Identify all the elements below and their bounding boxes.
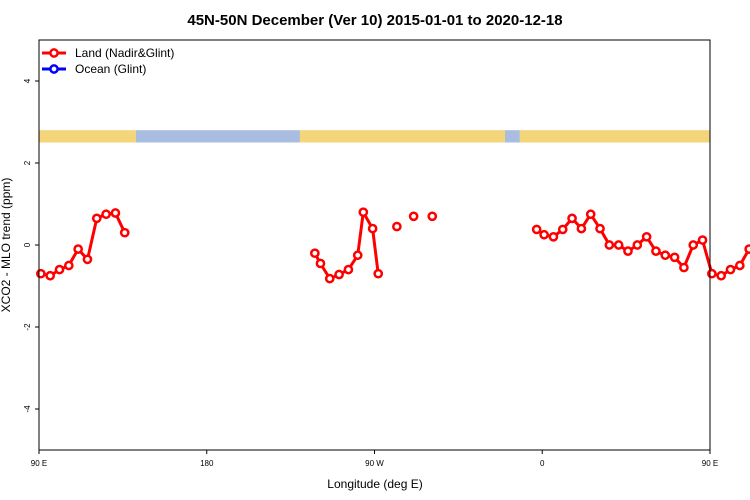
legend-entry-ocean: Ocean (Glint) xyxy=(42,62,146,76)
data-point-land-nadir-glint xyxy=(567,213,577,224)
data-point-land-nadir-glint xyxy=(392,221,402,232)
data-point-land-nadir-glint xyxy=(82,254,93,265)
data-point-land-nadir-glint xyxy=(716,270,727,281)
data-point-land-nadir-glint xyxy=(539,229,549,240)
legend-marker-land xyxy=(49,48,59,58)
data-point-land-nadir-glint xyxy=(45,270,56,281)
data-point-land-nadir-glint xyxy=(669,252,680,263)
data-point-land-nadir-glint xyxy=(548,231,559,242)
data-point-land-nadir-glint xyxy=(613,240,624,250)
strip-segment-land xyxy=(39,130,136,143)
series-line-land-nadir-glint xyxy=(535,212,750,278)
data-point-land-nadir-glint xyxy=(36,268,46,279)
data-point-land-nadir-glint xyxy=(585,209,596,220)
land-ocean-strip xyxy=(39,130,710,143)
data-point-land-nadir-glint xyxy=(54,264,65,275)
strip-segment-ocean xyxy=(135,130,300,143)
x-tick-label: 180 xyxy=(200,459,214,468)
data-point-land-nadir-glint xyxy=(744,244,750,254)
data-point-land-nadir-glint xyxy=(101,209,111,220)
legend-label-ocean: Ocean (Glint) xyxy=(75,62,146,76)
data-point-land-nadir-glint xyxy=(531,224,542,235)
legend-label-land: Land (Nadir&Glint) xyxy=(75,46,174,60)
data-point-land-nadir-glint xyxy=(632,240,643,250)
chart-title: 45N-50N December (Ver 10) 2015-01-01 to … xyxy=(187,12,562,29)
data-point-land-nadir-glint xyxy=(734,260,745,271)
data-point-land-nadir-glint xyxy=(352,250,363,261)
data-point-land-nadir-glint xyxy=(595,223,605,234)
data-point-land-nadir-glint xyxy=(315,258,326,269)
data-point-land-nadir-glint xyxy=(408,211,419,222)
data-point-land-nadir-glint xyxy=(343,264,354,275)
x-tick-label: 90 E xyxy=(31,459,47,468)
y-tick-label: 0 xyxy=(23,242,32,247)
series-line-land-nadir-glint xyxy=(40,211,127,278)
x-tick-label: 0 xyxy=(540,459,545,468)
data-point-land-nadir-glint xyxy=(707,268,717,279)
strip-segment-land xyxy=(299,130,505,143)
legend: Land (Nadir&Glint) Ocean (Glint) xyxy=(42,46,174,76)
data-point-land-nadir-glint xyxy=(641,231,652,242)
strip-segment-land xyxy=(519,130,710,143)
data-point-land-nadir-glint xyxy=(310,248,320,259)
y-tick-label: 4 xyxy=(23,78,32,83)
plot-frame xyxy=(38,39,711,451)
y-tick-label: 2 xyxy=(23,160,32,165)
data-point-land-nadir-glint xyxy=(623,246,633,256)
data-point-land-nadir-glint xyxy=(358,207,369,218)
x-tick-label: 90 E xyxy=(702,459,718,468)
x-axis-label: Longitude (deg E) xyxy=(327,477,422,491)
x-tick-label: 90 W xyxy=(365,459,384,468)
data-point-land-nadir-glint xyxy=(110,208,121,218)
x-axis: 90 E 180 90 W 0 90 E xyxy=(31,450,718,468)
y-tick-label: -2 xyxy=(23,323,32,331)
data-point-land-nadir-glint xyxy=(651,246,661,256)
data-point-land-nadir-glint xyxy=(697,235,708,245)
data-point-land-nadir-glint xyxy=(119,227,130,238)
data-point-land-nadir-glint xyxy=(679,262,689,273)
data-point-land-nadir-glint xyxy=(576,223,587,234)
data-point-land-nadir-glint xyxy=(73,244,83,254)
data-point-land-nadir-glint xyxy=(334,269,344,280)
y-axis: -4 -2 0 2 4 xyxy=(23,78,39,413)
data-point-land-nadir-glint xyxy=(557,224,568,235)
data-point-land-nadir-glint xyxy=(324,273,335,284)
data-point-land-nadir-glint xyxy=(373,268,384,279)
y-tick-label: -4 xyxy=(23,405,32,413)
data-point-land-nadir-glint xyxy=(367,223,378,234)
data-point-land-nadir-glint xyxy=(660,250,671,261)
data-point-land-nadir-glint xyxy=(688,240,699,250)
plot-series xyxy=(36,207,750,284)
data-point-land-nadir-glint xyxy=(725,264,736,275)
legend-entry-land: Land (Nadir&Glint) xyxy=(42,46,174,60)
legend-marker-ocean xyxy=(49,64,59,74)
data-point-land-nadir-glint xyxy=(427,211,438,222)
data-point-land-nadir-glint xyxy=(63,260,74,271)
data-point-land-nadir-glint xyxy=(91,213,102,224)
strip-segment-ocean xyxy=(504,130,520,143)
y-axis-label: XCO2 - MLO trend (ppm) xyxy=(0,178,13,313)
data-point-land-nadir-glint xyxy=(604,240,615,250)
